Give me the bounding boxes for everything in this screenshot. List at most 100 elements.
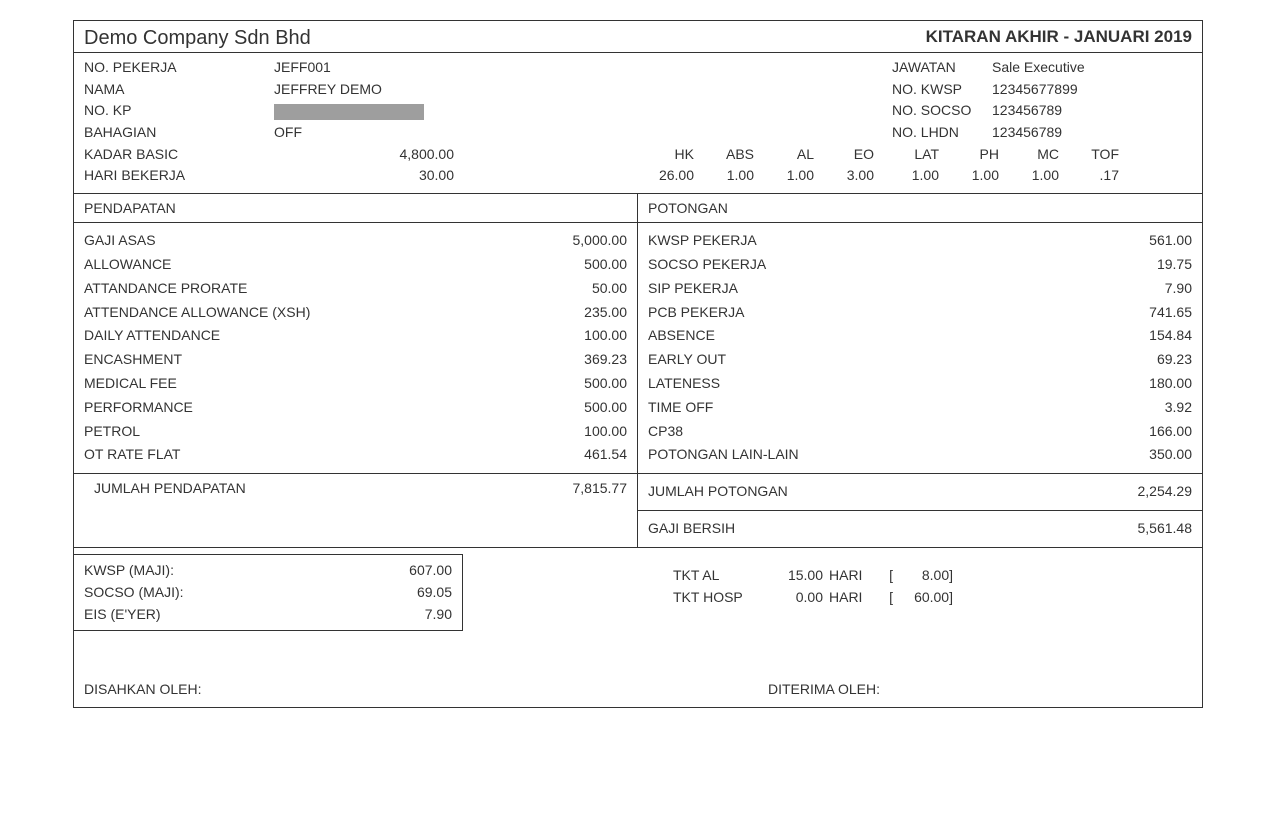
diterima-oleh: DITERIMA OLEH:	[508, 681, 1192, 697]
entitlement-bracket-value: 60.00]	[893, 586, 953, 608]
deduction-value: 7.90	[1165, 277, 1192, 301]
employer-value: 607.00	[409, 559, 452, 581]
entitlement-line: TKT HOSP0.00HARI[60.00]	[673, 586, 953, 608]
employer-label: EIS (E'YER)	[84, 603, 161, 625]
earning-value: 100.00	[584, 324, 627, 348]
disahkan-oleh: DISAHKAN OLEH:	[84, 681, 508, 697]
redacted-block	[274, 104, 424, 120]
att-val-ph: 1.00	[939, 165, 999, 187]
att-col-tof: TOF	[1059, 144, 1119, 166]
att-col-al: AL	[754, 144, 814, 166]
bahagian-label: BAHAGIAN	[84, 122, 274, 144]
entitlement-label: TKT HOSP	[673, 586, 763, 608]
employer-value: 69.05	[417, 581, 452, 603]
entitlement-bracket-open: [	[873, 564, 893, 586]
attendance-value-row: HARI BEKERJA 30.00 26.00 1.00 1.00 3.00 …	[84, 165, 1192, 187]
earning-line: ENCASHMENT369.23	[84, 348, 627, 372]
deduction-label: ABSENCE	[648, 324, 715, 348]
employer-value: 7.90	[425, 603, 452, 625]
earning-label: PETROL	[84, 420, 140, 444]
deduction-line: EARLY OUT 69.23	[648, 348, 1192, 372]
earning-value: 235.00	[584, 301, 627, 325]
earning-line: ATTENDANCE ALLOWANCE (XSH)235.00	[84, 301, 627, 325]
deduction-value: 350.00	[1149, 443, 1192, 467]
no-socso-label: NO. SOCSO	[892, 100, 992, 122]
total-earnings-label: JUMLAH PENDAPATAN	[84, 480, 246, 541]
att-val-eo: 3.00	[814, 165, 874, 187]
deduction-label: EARLY OUT	[648, 348, 726, 372]
att-val-al: 1.00	[754, 165, 814, 187]
potongan-header: POTONGAN	[638, 194, 1202, 222]
deduction-line: SOCSO PEKERJA19.75	[648, 253, 1192, 277]
below-section: KWSP (MAJI):607.00SOCSO (MAJI):69.05EIS …	[74, 548, 1202, 661]
earning-label: GAJI ASAS	[84, 229, 156, 253]
deduction-line: LATENESS180.00	[648, 372, 1192, 396]
total-deductions-value: 2,254.29	[1138, 480, 1193, 504]
att-val-hk: 26.00	[634, 165, 694, 187]
payslip: Demo Company Sdn Bhd KITARAN AKHIR - JAN…	[73, 20, 1203, 708]
no-kp-label: NO. KP	[84, 100, 274, 122]
hari-bekerja-label: HARI BEKERJA	[84, 165, 274, 187]
no-socso-value: 123456789	[992, 100, 1192, 122]
no-kp-value	[274, 100, 494, 122]
employer-label: SOCSO (MAJI):	[84, 581, 184, 603]
deduction-label: KWSP PEKERJA	[648, 229, 757, 253]
att-col-ph: PH	[939, 144, 999, 166]
earning-value: 500.00	[584, 372, 627, 396]
deduction-line: TIME OFF3.92	[648, 396, 1192, 420]
deduction-label: SIP PEKERJA	[648, 277, 738, 301]
header: Demo Company Sdn Bhd KITARAN AKHIR - JAN…	[74, 21, 1202, 53]
jawatan-label: JAWATAN	[892, 57, 992, 79]
employer-line: EIS (E'YER) 7.90	[84, 603, 452, 625]
no-pekerja-value: JEFF001	[274, 57, 494, 79]
entitlement-bracket-open: [	[873, 586, 893, 608]
hari-bekerja-value: 30.00	[274, 165, 454, 187]
att-col-mc: MC	[999, 144, 1059, 166]
employer-line: SOCSO (MAJI): 69.05	[84, 581, 452, 603]
entitlement-bracket-value: 8.00]	[893, 564, 953, 586]
earning-label: DAILY ATTENDANCE	[84, 324, 220, 348]
earning-label: OT RATE FLAT	[84, 443, 180, 467]
deductions-column: KWSP PEKERJA561.00SOCSO PEKERJA19.75SIP …	[638, 223, 1202, 473]
earning-line: MEDICAL FEE 500.00	[84, 372, 627, 396]
company-name: Demo Company Sdn Bhd	[84, 27, 311, 50]
deduction-line: ABSENCE 154.84	[648, 324, 1192, 348]
employer-label: KWSP (MAJI):	[84, 559, 174, 581]
entitlement-unit: HARI	[823, 564, 873, 586]
totals-right: JUMLAH POTONGAN 2,254.29 GAJI BERSIH 5,5…	[638, 474, 1202, 548]
earning-label: MEDICAL FEE	[84, 372, 177, 396]
earning-label: ATTANDANCE PRORATE	[84, 277, 247, 301]
entitlement-value: 15.00	[763, 564, 823, 586]
deduction-label: CP38	[648, 420, 683, 444]
att-val-lat: 1.00	[874, 165, 939, 187]
employer-line: KWSP (MAJI): 607.00	[84, 559, 452, 581]
attendance-header-row: KADAR BASIC 4,800.00 HK ABS AL EO LAT PH…	[84, 144, 1192, 166]
net-salary: GAJI BERSIH 5,561.48	[638, 511, 1202, 548]
deduction-line: PCB PEKERJA741.65	[648, 301, 1192, 325]
total-earnings: JUMLAH PENDAPATAN 7,815.77	[74, 474, 638, 548]
att-col-abs: ABS	[694, 144, 754, 166]
entitlement-line: TKT AL15.00HARI[8.00]	[673, 564, 953, 586]
entitlement-label: TKT AL	[673, 564, 763, 586]
no-lhdn-value: 123456789	[992, 122, 1192, 144]
no-kwsp-label: NO. KWSP	[892, 79, 992, 101]
total-earnings-value: 7,815.77	[573, 480, 628, 541]
pay-cycle: KITARAN AKHIR - JANUARI 2019	[926, 27, 1192, 50]
deduction-line: KWSP PEKERJA561.00	[648, 229, 1192, 253]
earning-value: 369.23	[584, 348, 627, 372]
deduction-value: 69.23	[1157, 348, 1192, 372]
deduction-line: SIP PEKERJA 7.90	[648, 277, 1192, 301]
earning-line: ATTANDANCE PRORATE50.00	[84, 277, 627, 301]
earning-line: GAJI ASAS5,000.00	[84, 229, 627, 253]
deduction-value: 154.84	[1149, 324, 1192, 348]
earnings-column: GAJI ASAS5,000.00ALLOWANCE500.00ATTANDAN…	[74, 223, 638, 473]
section-headers: PENDAPATAN POTONGAN	[74, 194, 1202, 223]
nama-label: NAMA	[84, 79, 274, 101]
bahagian-value: OFF	[274, 122, 494, 144]
entitlements: TKT AL15.00HARI[8.00]TKT HOSP0.00HARI[60…	[673, 554, 953, 631]
earning-value: 500.00	[584, 396, 627, 420]
no-kwsp-value: 12345677899	[992, 79, 1192, 101]
entitlement-unit: HARI	[823, 586, 873, 608]
employer-contributions: KWSP (MAJI):607.00SOCSO (MAJI):69.05EIS …	[73, 554, 463, 631]
deduction-value: 180.00	[1149, 372, 1192, 396]
